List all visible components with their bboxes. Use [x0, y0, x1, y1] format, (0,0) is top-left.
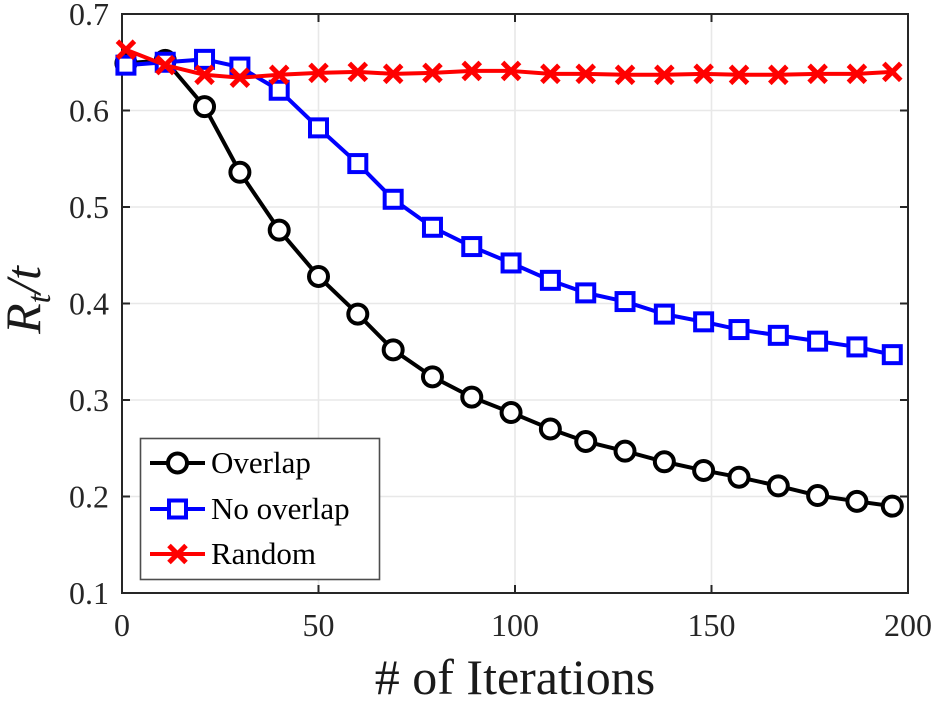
circle-marker	[845, 489, 869, 513]
x-marker	[167, 543, 188, 565]
x-marker	[807, 63, 828, 85]
x-marker	[540, 63, 561, 85]
y-axis-label: Rt/t	[0, 265, 58, 335]
square-marker	[846, 336, 868, 358]
x-marker	[422, 62, 443, 84]
square-marker	[194, 48, 216, 70]
circle-marker	[574, 429, 598, 453]
circle-marker	[420, 365, 444, 389]
x-axis-label: # of Iterations	[375, 649, 655, 705]
circle-marker	[307, 264, 330, 288]
x-marker	[115, 39, 137, 60]
y-axis-label-rest: /t	[0, 265, 51, 297]
x-marker	[882, 61, 903, 83]
x-marker	[461, 60, 483, 82]
circle-marker	[538, 417, 562, 441]
x-marker	[768, 64, 789, 86]
y-tick-label: 0.6	[69, 93, 109, 129]
x-marker	[154, 54, 176, 76]
square-marker	[653, 303, 675, 325]
x-marker	[308, 62, 329, 84]
circle-marker	[692, 458, 716, 482]
circle-marker	[652, 450, 676, 474]
square-marker	[614, 291, 636, 313]
y-tick-label: 0.4	[69, 286, 109, 322]
square-marker	[461, 236, 483, 258]
x-tick-label: 150	[688, 607, 736, 643]
circle-marker	[267, 218, 291, 242]
x-marker	[194, 64, 215, 86]
square-marker	[728, 319, 750, 341]
y-tick-label: 0.7	[69, 0, 109, 32]
x-tick-label: 100	[491, 607, 539, 643]
y-axis-label-main: R	[0, 303, 51, 335]
y-tick-label: 0.5	[69, 189, 109, 225]
x-tick-label: 200	[884, 607, 932, 643]
square-marker	[421, 216, 443, 238]
circle-marker	[613, 439, 637, 463]
y-tick-label: 0.3	[69, 382, 109, 418]
x-marker	[654, 64, 675, 86]
square-marker	[807, 330, 829, 352]
square-marker	[268, 79, 290, 101]
legend-label: Random	[211, 536, 316, 571]
square-marker	[767, 324, 789, 346]
square-marker	[115, 54, 137, 76]
circle-marker	[346, 302, 370, 326]
square-marker	[881, 344, 903, 366]
legend-label: No overlap	[211, 491, 350, 526]
x-marker	[500, 60, 522, 82]
series-random	[115, 39, 903, 88]
x-marker	[347, 61, 369, 83]
tick-labels: 0.1 0.2 0.3 0.4 0.5 0.6 0.7 0 50 100 150 200	[69, 0, 932, 643]
square-marker	[539, 269, 561, 291]
circle-marker	[727, 465, 751, 489]
legend-item-overlap: Overlap	[150, 445, 311, 480]
x-marker	[693, 63, 714, 85]
square-marker	[347, 153, 369, 175]
x-marker	[268, 64, 290, 86]
legend-label: Overlap	[211, 445, 311, 480]
square-marker	[693, 311, 715, 333]
x-marker	[614, 64, 636, 86]
circle-marker	[766, 474, 790, 498]
circle-marker	[806, 484, 830, 508]
legend-item-no-overlap: No overlap	[150, 491, 350, 526]
data-series	[114, 39, 904, 518]
y-axis-label-subscript: t	[21, 292, 58, 303]
square-marker	[167, 498, 188, 520]
x-marker	[229, 67, 251, 88]
circle-marker	[381, 338, 405, 362]
circle-marker	[228, 160, 252, 184]
circle-marker	[166, 451, 189, 475]
circle-marker	[460, 385, 484, 409]
circle-marker	[880, 494, 904, 518]
x-tick-label: 0	[114, 607, 130, 643]
x-marker	[728, 64, 750, 86]
square-marker	[575, 282, 597, 304]
legend-items: Overlap No overlap Random	[150, 445, 350, 571]
square-marker	[500, 252, 522, 274]
x-marker	[575, 63, 597, 85]
x-marker	[382, 63, 404, 85]
y-tick-label: 0.2	[69, 479, 109, 515]
legend-item-random: Random	[150, 536, 316, 571]
circle-marker	[193, 95, 217, 119]
legend: Overlap No overlap Random	[139, 437, 381, 581]
x-marker	[846, 63, 868, 85]
square-marker	[308, 117, 329, 139]
plot-border	[121, 13, 909, 594]
x-tick-label: 50	[303, 607, 335, 643]
y-tick-label: 0.1	[69, 575, 109, 611]
square-marker	[382, 188, 404, 210]
circle-marker	[499, 401, 523, 425]
